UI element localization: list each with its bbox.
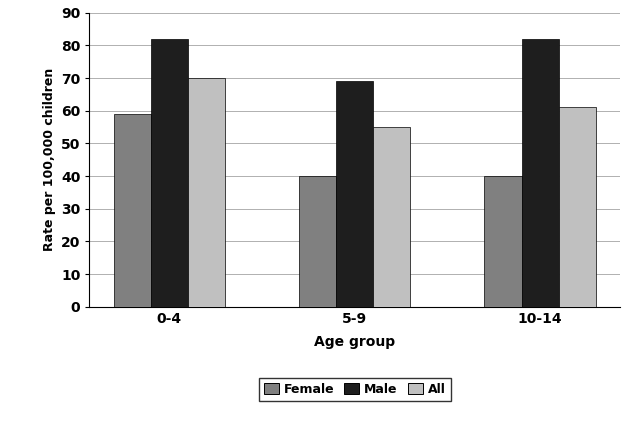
Bar	[336, 81, 373, 307]
Bar	[188, 78, 225, 307]
Bar	[484, 176, 521, 307]
Bar	[558, 107, 596, 307]
Bar	[151, 39, 188, 307]
Bar	[114, 114, 151, 307]
Bar	[521, 39, 558, 307]
X-axis label: Age group: Age group	[314, 334, 395, 348]
Legend: Female, Male, All: Female, Male, All	[259, 377, 450, 400]
Bar	[299, 176, 336, 307]
Bar	[373, 127, 410, 307]
Y-axis label: Rate per 100,000 children: Rate per 100,000 children	[43, 68, 56, 251]
